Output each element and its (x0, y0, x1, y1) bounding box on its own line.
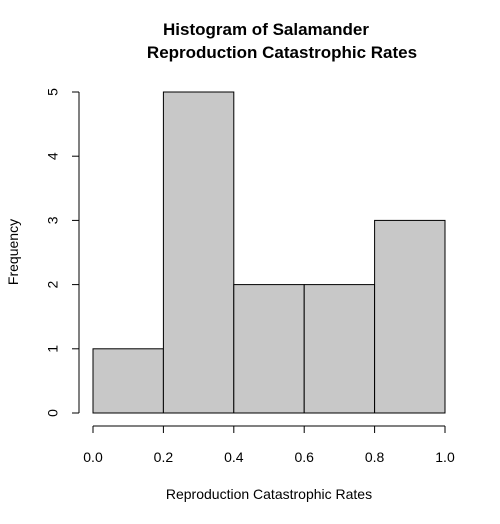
x-tick-label-2: 0.4 (224, 449, 244, 465)
y-tick-label-4: 4 (45, 152, 61, 160)
x-tick-label-1: 0.2 (154, 449, 174, 465)
bars-group (92, 91, 446, 414)
histogram-bar-4 (374, 219, 446, 414)
y-tick-label-0: 0 (45, 409, 61, 417)
histogram-bar-3 (303, 284, 376, 414)
histogram-bar-0 (92, 348, 164, 414)
y-tick-label-1: 1 (45, 345, 61, 353)
chart-title-line-1: Histogram of Salamander (163, 20, 369, 39)
y-tick-label-3: 3 (45, 216, 61, 224)
y-tick-label-2: 2 (45, 280, 61, 288)
chart-title-line-2: Reproduction Catastrophic Rates (147, 43, 417, 62)
x-tick-label-0: 0.0 (83, 449, 103, 465)
y-tick-label-5: 5 (45, 88, 61, 96)
x-tick-label-3: 0.6 (294, 449, 314, 465)
x-tick-label-5: 1.0 (435, 449, 455, 465)
histogram-bar-1 (162, 91, 235, 414)
y-axis-label: Frequency (5, 219, 21, 285)
x-axis: 0.0 0.2 0.4 0.6 0.8 1.0 (83, 425, 455, 465)
y-axis: 0 1 2 3 4 5 (45, 88, 80, 417)
x-tick-label-4: 0.8 (365, 449, 385, 465)
histogram-bar-2 (233, 284, 305, 414)
x-axis-label: Reproduction Catastrophic Rates (166, 486, 372, 502)
